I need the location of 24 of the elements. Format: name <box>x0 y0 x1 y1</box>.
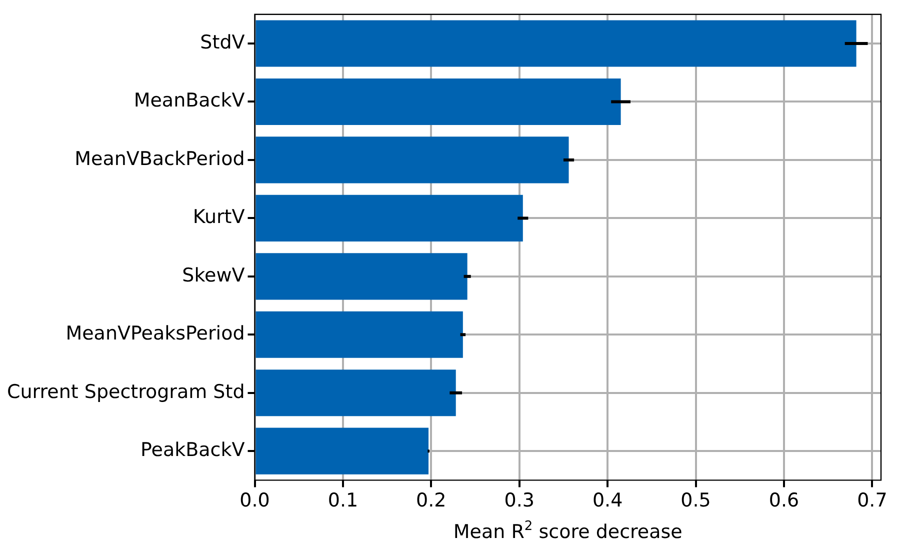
y-tick-label: KurtV <box>192 206 245 228</box>
bar <box>256 20 856 67</box>
x-tick-label: 0.1 <box>328 490 358 512</box>
y-tick-label: MeanBackV <box>134 90 245 112</box>
bar <box>256 136 569 184</box>
bar <box>256 370 456 416</box>
x-tick-label: 0.5 <box>680 490 711 512</box>
x-tick-label: 0.6 <box>768 490 800 512</box>
bar <box>256 311 463 358</box>
x-tick-label: 0.3 <box>504 490 534 512</box>
y-tick-label: Current Spectrogram Std <box>6 380 245 403</box>
y-tick-label: PeakBackV <box>140 439 245 462</box>
x-tick-label: 0.4 <box>592 490 623 512</box>
x-tick-label: 0.0 <box>240 490 270 512</box>
x-tick-label: 0.7 <box>857 490 888 512</box>
bar <box>256 78 621 126</box>
y-tick-label: MeanVBackPeriod <box>74 148 245 170</box>
bar <box>256 428 429 474</box>
y-tick-label: MeanVPeaksPeriod <box>66 322 245 345</box>
y-tick-label: StdV <box>200 31 245 54</box>
x-tick-label: 0.2 <box>416 490 446 512</box>
y-tick-label: SkewV <box>182 264 245 286</box>
bar <box>256 194 523 242</box>
bar <box>256 253 468 300</box>
